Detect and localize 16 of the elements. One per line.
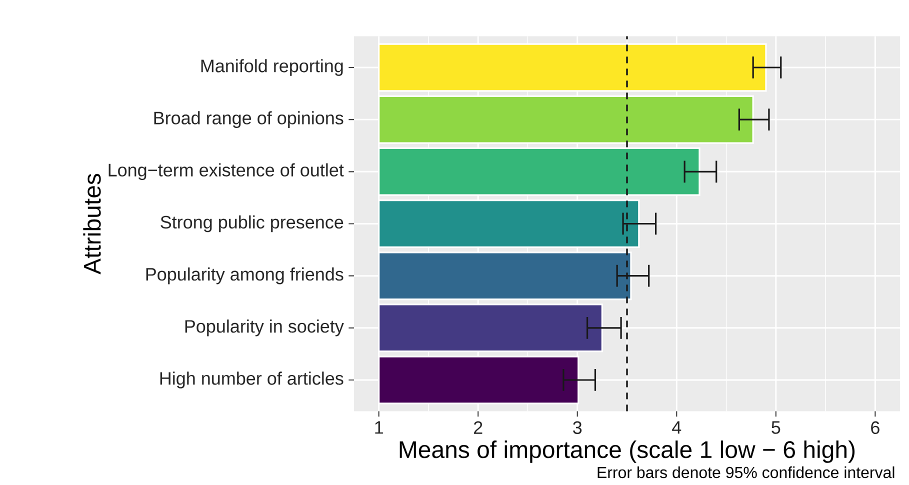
y-tick-label: High number of articles bbox=[160, 372, 344, 388]
x-tick-label: 1 bbox=[375, 421, 383, 434]
x-tick-label: 4 bbox=[672, 421, 682, 434]
y-tick-label: Popularity among friends bbox=[146, 267, 344, 284]
y-tick-label: Broad range of opinions bbox=[154, 111, 344, 128]
text: Error bars denote 95% confidence interval bbox=[598, 466, 894, 478]
y-axis-title: Attributes bbox=[83, 174, 101, 274]
y-tick-label: Popularity in society bbox=[185, 320, 344, 336]
y-tick-label: Manifold reporting bbox=[201, 59, 343, 76]
x-tick-label: 6 bbox=[871, 421, 880, 434]
x-axis-title: Means of importance (scale 1 low − 6 high) bbox=[400, 440, 855, 463]
x-tick-label: 5 bbox=[772, 421, 780, 434]
x-tick-label: 3 bbox=[573, 421, 582, 434]
x-tick-label: 2 bbox=[474, 421, 482, 434]
y-tick-label: Long−term existence of outlet bbox=[108, 163, 344, 180]
y-tick-label: Strong public presence bbox=[160, 215, 344, 232]
